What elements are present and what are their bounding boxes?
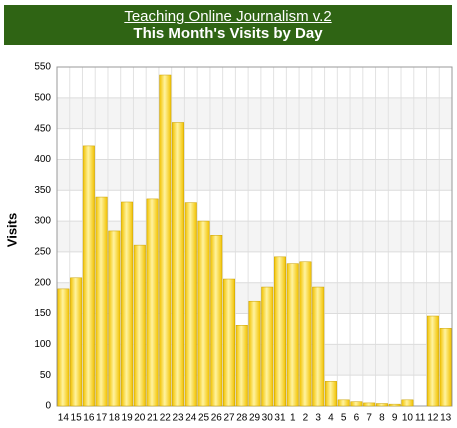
bar [133,244,146,407]
x-tick-label: 7 [366,413,372,424]
y-tick-label: 150 [34,308,51,319]
x-tick-label: 12 [427,413,439,424]
bar [401,399,414,407]
bar [184,202,197,407]
bar [286,263,299,407]
y-tick-label: 100 [34,339,51,350]
x-tick-label: 19 [122,413,134,424]
x-tick-label: 4 [328,413,334,424]
y-tick-label: 550 [34,62,51,73]
subtitle: This Month's Visits by Day [133,25,323,42]
bar [235,325,248,407]
x-tick-label: 18 [109,413,121,424]
grid-band [57,97,452,129]
x-tick-label: 3 [315,413,321,424]
y-tick-label: 0 [45,401,51,412]
bar [223,278,235,407]
x-tick-label: 28 [236,413,248,424]
bar [312,286,325,407]
grid-band [57,159,452,191]
y-axis-label: Visits [4,213,19,247]
bar [375,403,388,407]
y-tick-label: 50 [40,370,52,381]
bar [82,145,95,407]
x-tick-label: 25 [198,413,210,424]
y-tick-label: 500 [34,92,51,103]
x-tick-label: 5 [341,413,347,424]
x-tick-label: 8 [379,413,385,424]
x-tick-label: 9 [392,413,398,424]
x-tick-label: 10 [402,413,414,424]
x-tick-label: 31 [274,413,286,424]
x-tick-label: 29 [249,413,261,424]
x-tick-label: 23 [172,413,184,424]
x-tick-label: 22 [160,413,172,424]
x-tick-label: 27 [223,413,235,424]
x-tick-label: 1 [290,413,296,424]
bar [95,196,108,407]
y-tick-label: 450 [34,123,51,134]
bar [210,235,223,407]
bar [121,201,134,407]
bar [426,315,439,407]
y-tick-label: 300 [34,216,51,227]
y-tick-label: 200 [34,277,51,288]
bar [363,402,376,407]
bar [57,288,70,407]
bar [172,122,185,407]
x-tick-label: 26 [211,413,223,424]
bar [248,300,261,407]
x-tick-label: 20 [134,413,146,424]
x-tick-label: 14 [58,413,70,424]
y-tick-label: 400 [34,154,51,165]
bar [439,328,452,407]
x-tick-label: 11 [415,413,426,424]
x-tick-label: 2 [303,413,309,424]
x-tick-label: 24 [185,413,197,424]
x-tick-label: 17 [96,413,108,424]
title-link[interactable]: Teaching Online Journalism v.2 [124,8,332,25]
bar [197,220,210,407]
bar [337,399,350,407]
bar [324,381,337,407]
x-tick-label: 16 [83,413,95,424]
x-tick-label: 15 [71,413,83,424]
bar [274,256,286,407]
bar [261,286,274,407]
bar [70,277,83,407]
bar [388,403,401,407]
bar [146,198,159,407]
bar [159,74,172,407]
x-tick-label: 6 [354,413,360,424]
bar [108,230,121,407]
y-tick-label: 250 [34,247,51,258]
x-tick-label: 13 [440,413,452,424]
x-tick-label: 21 [147,413,159,424]
header: Teaching Online Journalism v.2 This Mont… [4,5,452,45]
y-tick-label: 350 [34,185,51,196]
x-tick-label: 30 [262,413,274,424]
bar [299,261,312,407]
bar [350,401,363,407]
